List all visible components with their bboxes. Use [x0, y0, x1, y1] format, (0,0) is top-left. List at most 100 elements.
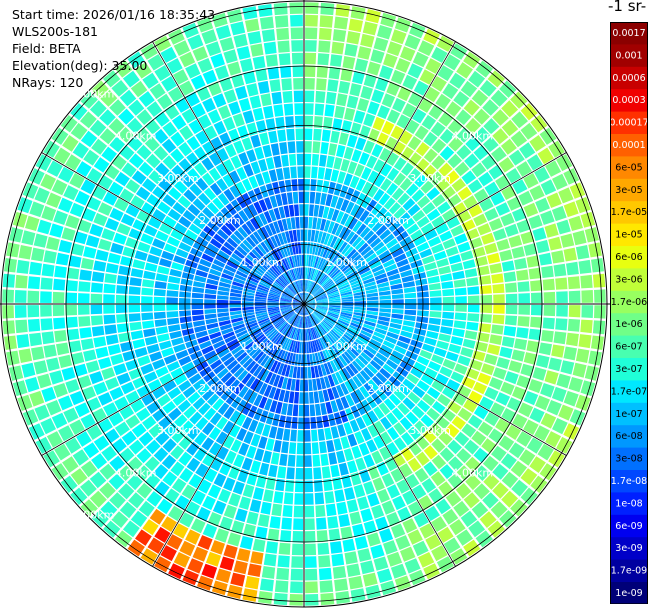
- range-gate-cell: [491, 146, 507, 163]
- range-gate-cell: [402, 397, 416, 410]
- range-gate-cell: [222, 331, 235, 340]
- range-gate-cell: [454, 161, 470, 177]
- range-gate-cell: [330, 541, 343, 554]
- range-gate-cell: [340, 159, 350, 172]
- range-gate-cell: [429, 290, 442, 297]
- range-gate-cell: [377, 488, 390, 503]
- range-gate-cell: [556, 291, 568, 303]
- range-gate-cell: [380, 344, 393, 354]
- range-gate-cell: [268, 309, 280, 314]
- range-gate-cell: [171, 478, 187, 494]
- range-gate-cell: [178, 142, 193, 157]
- range-gate-cell: [327, 311, 339, 317]
- range-gate-cell: [316, 218, 322, 230]
- range-gate-cell: [265, 54, 278, 67]
- range-gate-cell: [482, 99, 499, 116]
- range-gate-cell: [315, 403, 322, 416]
- range-gate-cell: [320, 275, 329, 286]
- range-gate-cell: [302, 267, 304, 279]
- range-gate-cell: [223, 116, 236, 131]
- range-gate-cell: [40, 418, 56, 435]
- range-gate-cell: [342, 56, 356, 70]
- range-gate-cell: [276, 321, 287, 330]
- range-gate-cell: [269, 195, 278, 208]
- range-gate-cell: [78, 281, 91, 292]
- range-gate-cell: [344, 215, 354, 228]
- range-gate-cell: [160, 46, 177, 63]
- range-gate-cell: [242, 110, 255, 124]
- range-gate-cell: [364, 281, 376, 288]
- range-gate-cell: [313, 391, 320, 404]
- range-gate-cell: [326, 234, 334, 247]
- range-gate-cell: [129, 277, 142, 287]
- range-gate-cell: [412, 209, 426, 222]
- range-gate-cell: [327, 79, 339, 92]
- range-gate-cell: [304, 141, 312, 153]
- range-gate-cell: [371, 450, 384, 465]
- range-gate-cell: [350, 204, 360, 217]
- range-gate-cell: [304, 254, 307, 267]
- range-gate-cell: [333, 438, 343, 451]
- range-gate-cell: [378, 192, 391, 206]
- range-gate-cell: [436, 340, 449, 350]
- range-gate-cell: [79, 327, 92, 339]
- range-gate-cell: [235, 85, 248, 100]
- range-gate-cell: [231, 317, 243, 323]
- range-gate-cell: [313, 288, 324, 297]
- range-gate-cell: [161, 76, 177, 92]
- range-gate-cell: [320, 232, 327, 244]
- range-gate-cell: [287, 286, 296, 295]
- range-gate-cell: [424, 86, 440, 103]
- range-gate-cell: [540, 412, 557, 429]
- range-gate-cell: [335, 357, 345, 369]
- range-gate-cell: [135, 127, 152, 143]
- range-gate-cell: [334, 578, 349, 592]
- range-gate-cell: [234, 274, 247, 282]
- range-gate-cell: [63, 185, 79, 201]
- range-gate-cell: [329, 305, 341, 308]
- range-gate-cell: [305, 305, 314, 312]
- range-gate-cell: [254, 146, 265, 160]
- range-gate-cell: [315, 257, 322, 269]
- range-gate-cell: [168, 187, 182, 201]
- range-gate-cell: [260, 279, 272, 287]
- range-gate-cell: [504, 223, 519, 237]
- range-gate-cell: [452, 202, 467, 215]
- range-gate-cell: [211, 380, 224, 393]
- range-gate-cell: [310, 328, 316, 340]
- range-gate-cell: [116, 314, 129, 323]
- range-gate-cell: [280, 297, 292, 302]
- range-gate-cell: [541, 330, 554, 343]
- range-gate-cell: [357, 46, 372, 60]
- range-gate-cell: [49, 223, 64, 238]
- range-gate-cell: [197, 212, 210, 225]
- range-gate-cell: [551, 386, 567, 403]
- range-gate-cell: [520, 103, 538, 121]
- range-gate-cell: [575, 245, 590, 260]
- range-gate-cell: [216, 304, 229, 309]
- range-gate-cell: [111, 80, 129, 97]
- range-gate-cell: [402, 320, 415, 327]
- range-gate-cell: [80, 130, 98, 148]
- range-gate-cell: [128, 295, 141, 304]
- range-gate-cell: [299, 341, 302, 354]
- range-gate-cell: [281, 154, 289, 167]
- range-gate-cell: [128, 153, 144, 169]
- range-gate-cell: [292, 304, 303, 307]
- range-gate-cell: [305, 316, 308, 328]
- range-gate-cell: [83, 442, 100, 459]
- range-gate-cell: [293, 505, 304, 518]
- colorbar-tick-label: 0.0017: [612, 28, 645, 39]
- range-gate-cell: [487, 520, 505, 538]
- range-gate-cell: [229, 410, 241, 423]
- range-gate-cell: [323, 219, 331, 232]
- range-gate-cell: [243, 70, 256, 85]
- range-gate-cell: [146, 491, 163, 507]
- range-gate-cell: [166, 297, 178, 304]
- range-gate-cell: [534, 166, 550, 183]
- range-gate-cell: [492, 228, 507, 241]
- range-gate-cell: [337, 319, 349, 327]
- range-gate-cell: [239, 242, 251, 254]
- range-gate-cell: [491, 445, 507, 462]
- range-gate-cell: [321, 466, 331, 479]
